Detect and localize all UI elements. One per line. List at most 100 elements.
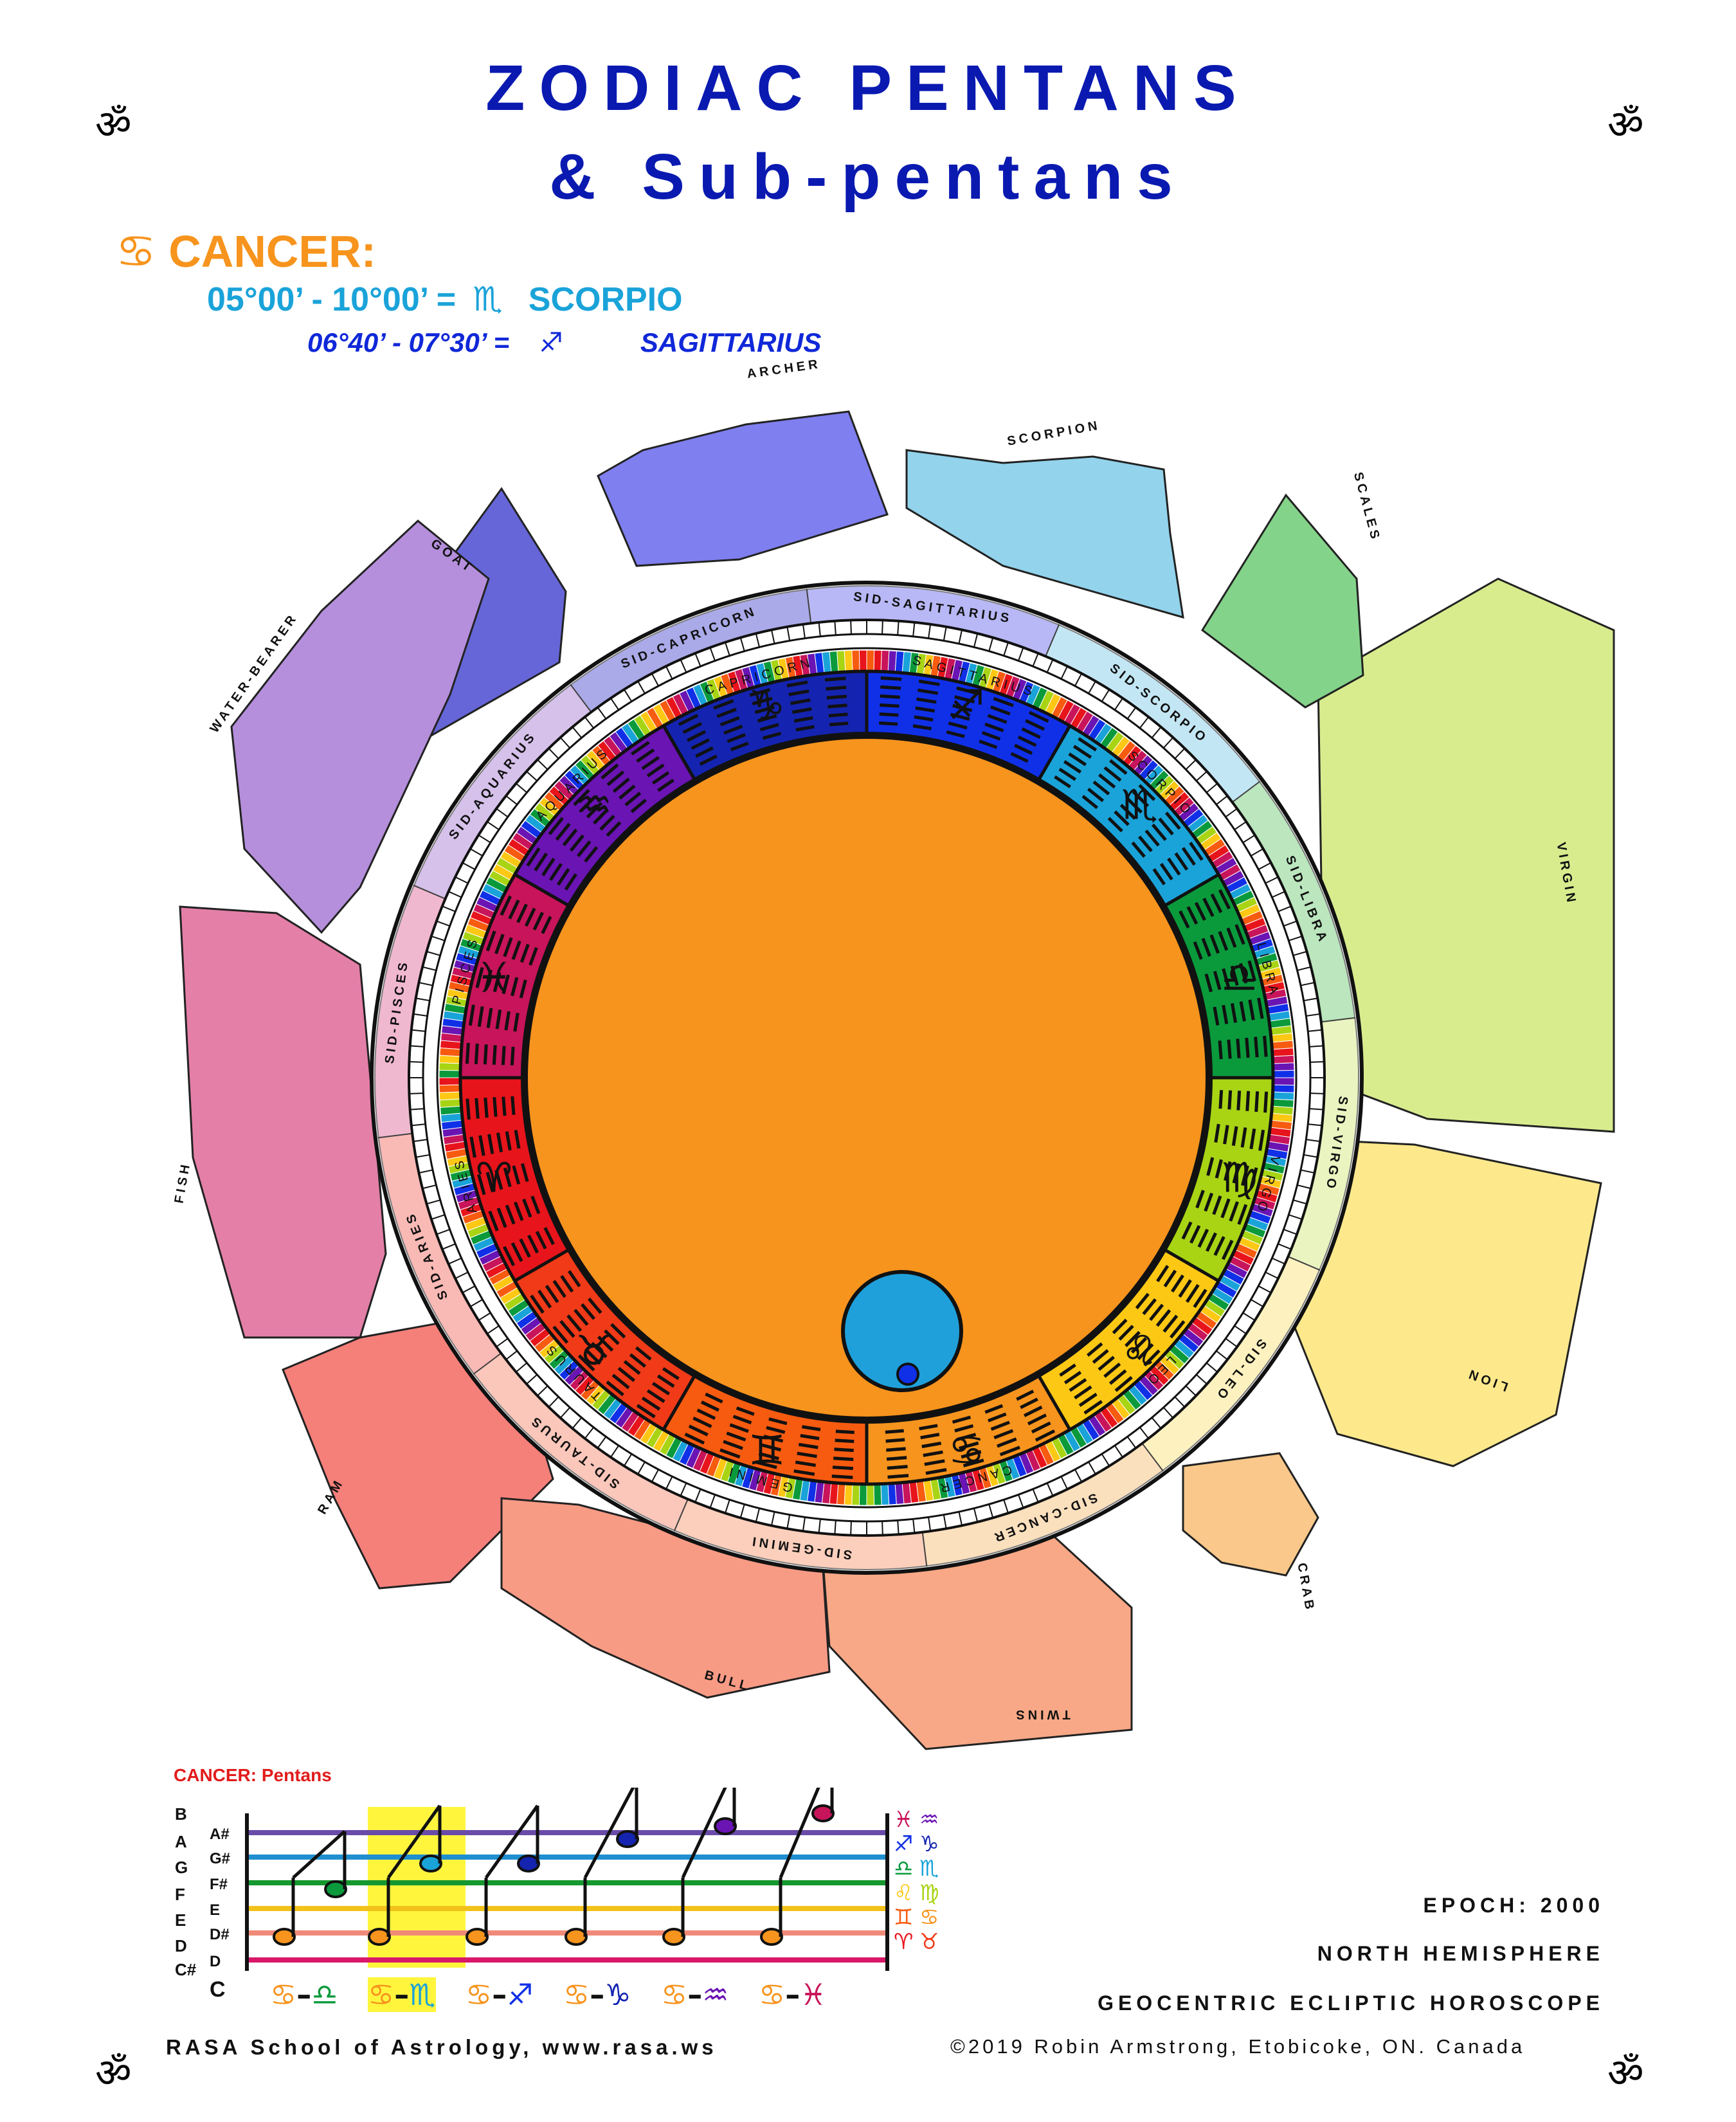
pentan-dash xyxy=(474,1043,479,1064)
pentan-dash xyxy=(623,1360,641,1375)
pentan-dash xyxy=(879,712,899,717)
pentan-dash xyxy=(519,1238,531,1258)
degree-tick xyxy=(739,637,745,652)
pentan-dash xyxy=(696,1408,716,1420)
degree-tick xyxy=(597,707,607,720)
degree-tick xyxy=(411,1029,426,1032)
om-icon: ॐ xyxy=(1607,2049,1644,2096)
pentan-glyph-icon: ♑ xyxy=(604,1977,631,2012)
center-ring xyxy=(521,732,1213,1424)
degree-tick xyxy=(1265,876,1279,884)
pentan-dash xyxy=(1241,1165,1249,1186)
pentan-dash xyxy=(1108,1369,1127,1385)
root-note xyxy=(760,1928,783,1946)
pentan-dash xyxy=(1193,941,1203,960)
degree-tick xyxy=(1139,1427,1150,1439)
degree-tick xyxy=(487,821,500,830)
pentan-dash xyxy=(1181,1221,1193,1240)
pentan-dash xyxy=(687,730,707,742)
degree-tick xyxy=(431,936,446,941)
pentan-dash xyxy=(520,943,530,963)
pentan-dash xyxy=(984,722,1004,732)
pentan-dash xyxy=(723,1440,743,1450)
pentan-dash xyxy=(879,721,898,726)
degree-tick xyxy=(1225,1338,1238,1348)
degree-tick xyxy=(572,726,583,739)
cancer-glyph-icon: ♋ xyxy=(759,1977,786,2012)
note-label: C xyxy=(210,1977,226,2002)
pentan-dash xyxy=(641,1396,661,1411)
degree-tick xyxy=(436,920,450,927)
degree-tick xyxy=(725,642,730,657)
pentan-dash xyxy=(524,907,536,927)
pentan-dash xyxy=(923,1450,943,1457)
degree-tick xyxy=(928,1517,932,1532)
pentan-dash xyxy=(1130,1337,1148,1354)
pentan-dash xyxy=(562,828,578,846)
root-note xyxy=(368,1928,391,1946)
degree-tick xyxy=(1162,737,1174,748)
pentan-dash xyxy=(496,1132,503,1153)
pentan-dash xyxy=(624,792,642,807)
pentan-pairs: ♋–♎ ♋–♏ ♋–♐ ♋–♑ ♋–♒ ♋–♓ xyxy=(270,1977,913,2022)
pentan-dash xyxy=(1087,788,1105,803)
pentan-dash xyxy=(577,840,592,858)
pentan-dash xyxy=(573,788,590,806)
pentan-dash xyxy=(483,1044,488,1065)
degree-tick xyxy=(1088,680,1096,694)
pentan-dash xyxy=(948,721,968,730)
pentan-dash xyxy=(1186,906,1198,925)
pentan-dash xyxy=(493,972,502,993)
sub-pentan-cell xyxy=(844,1483,853,1506)
pentan-dash xyxy=(1125,1330,1141,1347)
pentan-dash xyxy=(791,707,812,714)
degree-tick xyxy=(1271,891,1285,898)
pentan-dash xyxy=(1189,1225,1201,1244)
pentan-dash xyxy=(529,947,538,966)
sign-glyph-icon: ♍ xyxy=(1221,1154,1258,1202)
pentan-dash xyxy=(684,1432,705,1445)
pentan-dash xyxy=(919,1424,938,1431)
pentan-dash xyxy=(1263,1035,1268,1057)
pentan-dash xyxy=(560,1274,574,1293)
page-title: ZODIAC PENTANS xyxy=(485,52,1251,124)
pentan-note xyxy=(811,1804,835,1822)
pentan-dash xyxy=(1069,1378,1087,1392)
degree-tick xyxy=(755,633,761,648)
pentan-dash xyxy=(963,1458,984,1467)
pentan-dash xyxy=(1118,1325,1134,1341)
pentan-glyph-icon: ♏ xyxy=(409,1977,436,2012)
pentan-dash xyxy=(646,1389,665,1403)
sub-pentan-cell xyxy=(439,1047,462,1057)
degree-tick xyxy=(912,622,916,637)
pentan-dash xyxy=(988,1412,1007,1422)
degree-tick xyxy=(1032,653,1039,667)
pentan-dash xyxy=(1197,1228,1209,1248)
pentan-dash xyxy=(651,771,670,785)
degree-tick xyxy=(496,1338,509,1348)
pentan-dash xyxy=(993,696,1014,707)
sign-glyph-icon: ♋ xyxy=(948,1428,985,1475)
pentan-dash xyxy=(1224,1161,1232,1181)
pentan-dash xyxy=(1010,752,1029,763)
degree-tick xyxy=(1310,1093,1325,1094)
pentan-dash xyxy=(1189,841,1204,861)
pentan-note xyxy=(324,1880,347,1898)
degree-tick xyxy=(515,1362,528,1373)
pentan-dash xyxy=(1155,1309,1171,1327)
pentan-dash xyxy=(493,1097,498,1117)
pentan-dash xyxy=(1239,1001,1246,1022)
pentan-dash xyxy=(755,1460,777,1469)
degree-tick xyxy=(559,1407,571,1419)
pentan-dash xyxy=(1119,804,1136,820)
degree-tick xyxy=(455,1271,469,1280)
degree-tick xyxy=(665,666,673,680)
degree-tick xyxy=(422,966,437,972)
pentan-dash xyxy=(762,731,782,740)
pentan-dash xyxy=(880,694,900,699)
root-note xyxy=(466,1928,489,1946)
pentan-dash xyxy=(1178,1279,1192,1298)
degree-tick xyxy=(572,1417,583,1429)
pentan-dash xyxy=(1218,889,1231,910)
pentan-dash xyxy=(641,756,660,770)
